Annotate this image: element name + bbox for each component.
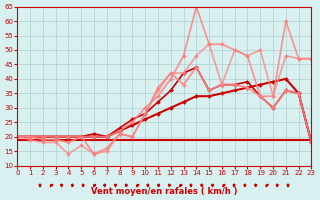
X-axis label: Vent moyen/en rafales ( km/h ): Vent moyen/en rafales ( km/h ) xyxy=(91,187,238,196)
